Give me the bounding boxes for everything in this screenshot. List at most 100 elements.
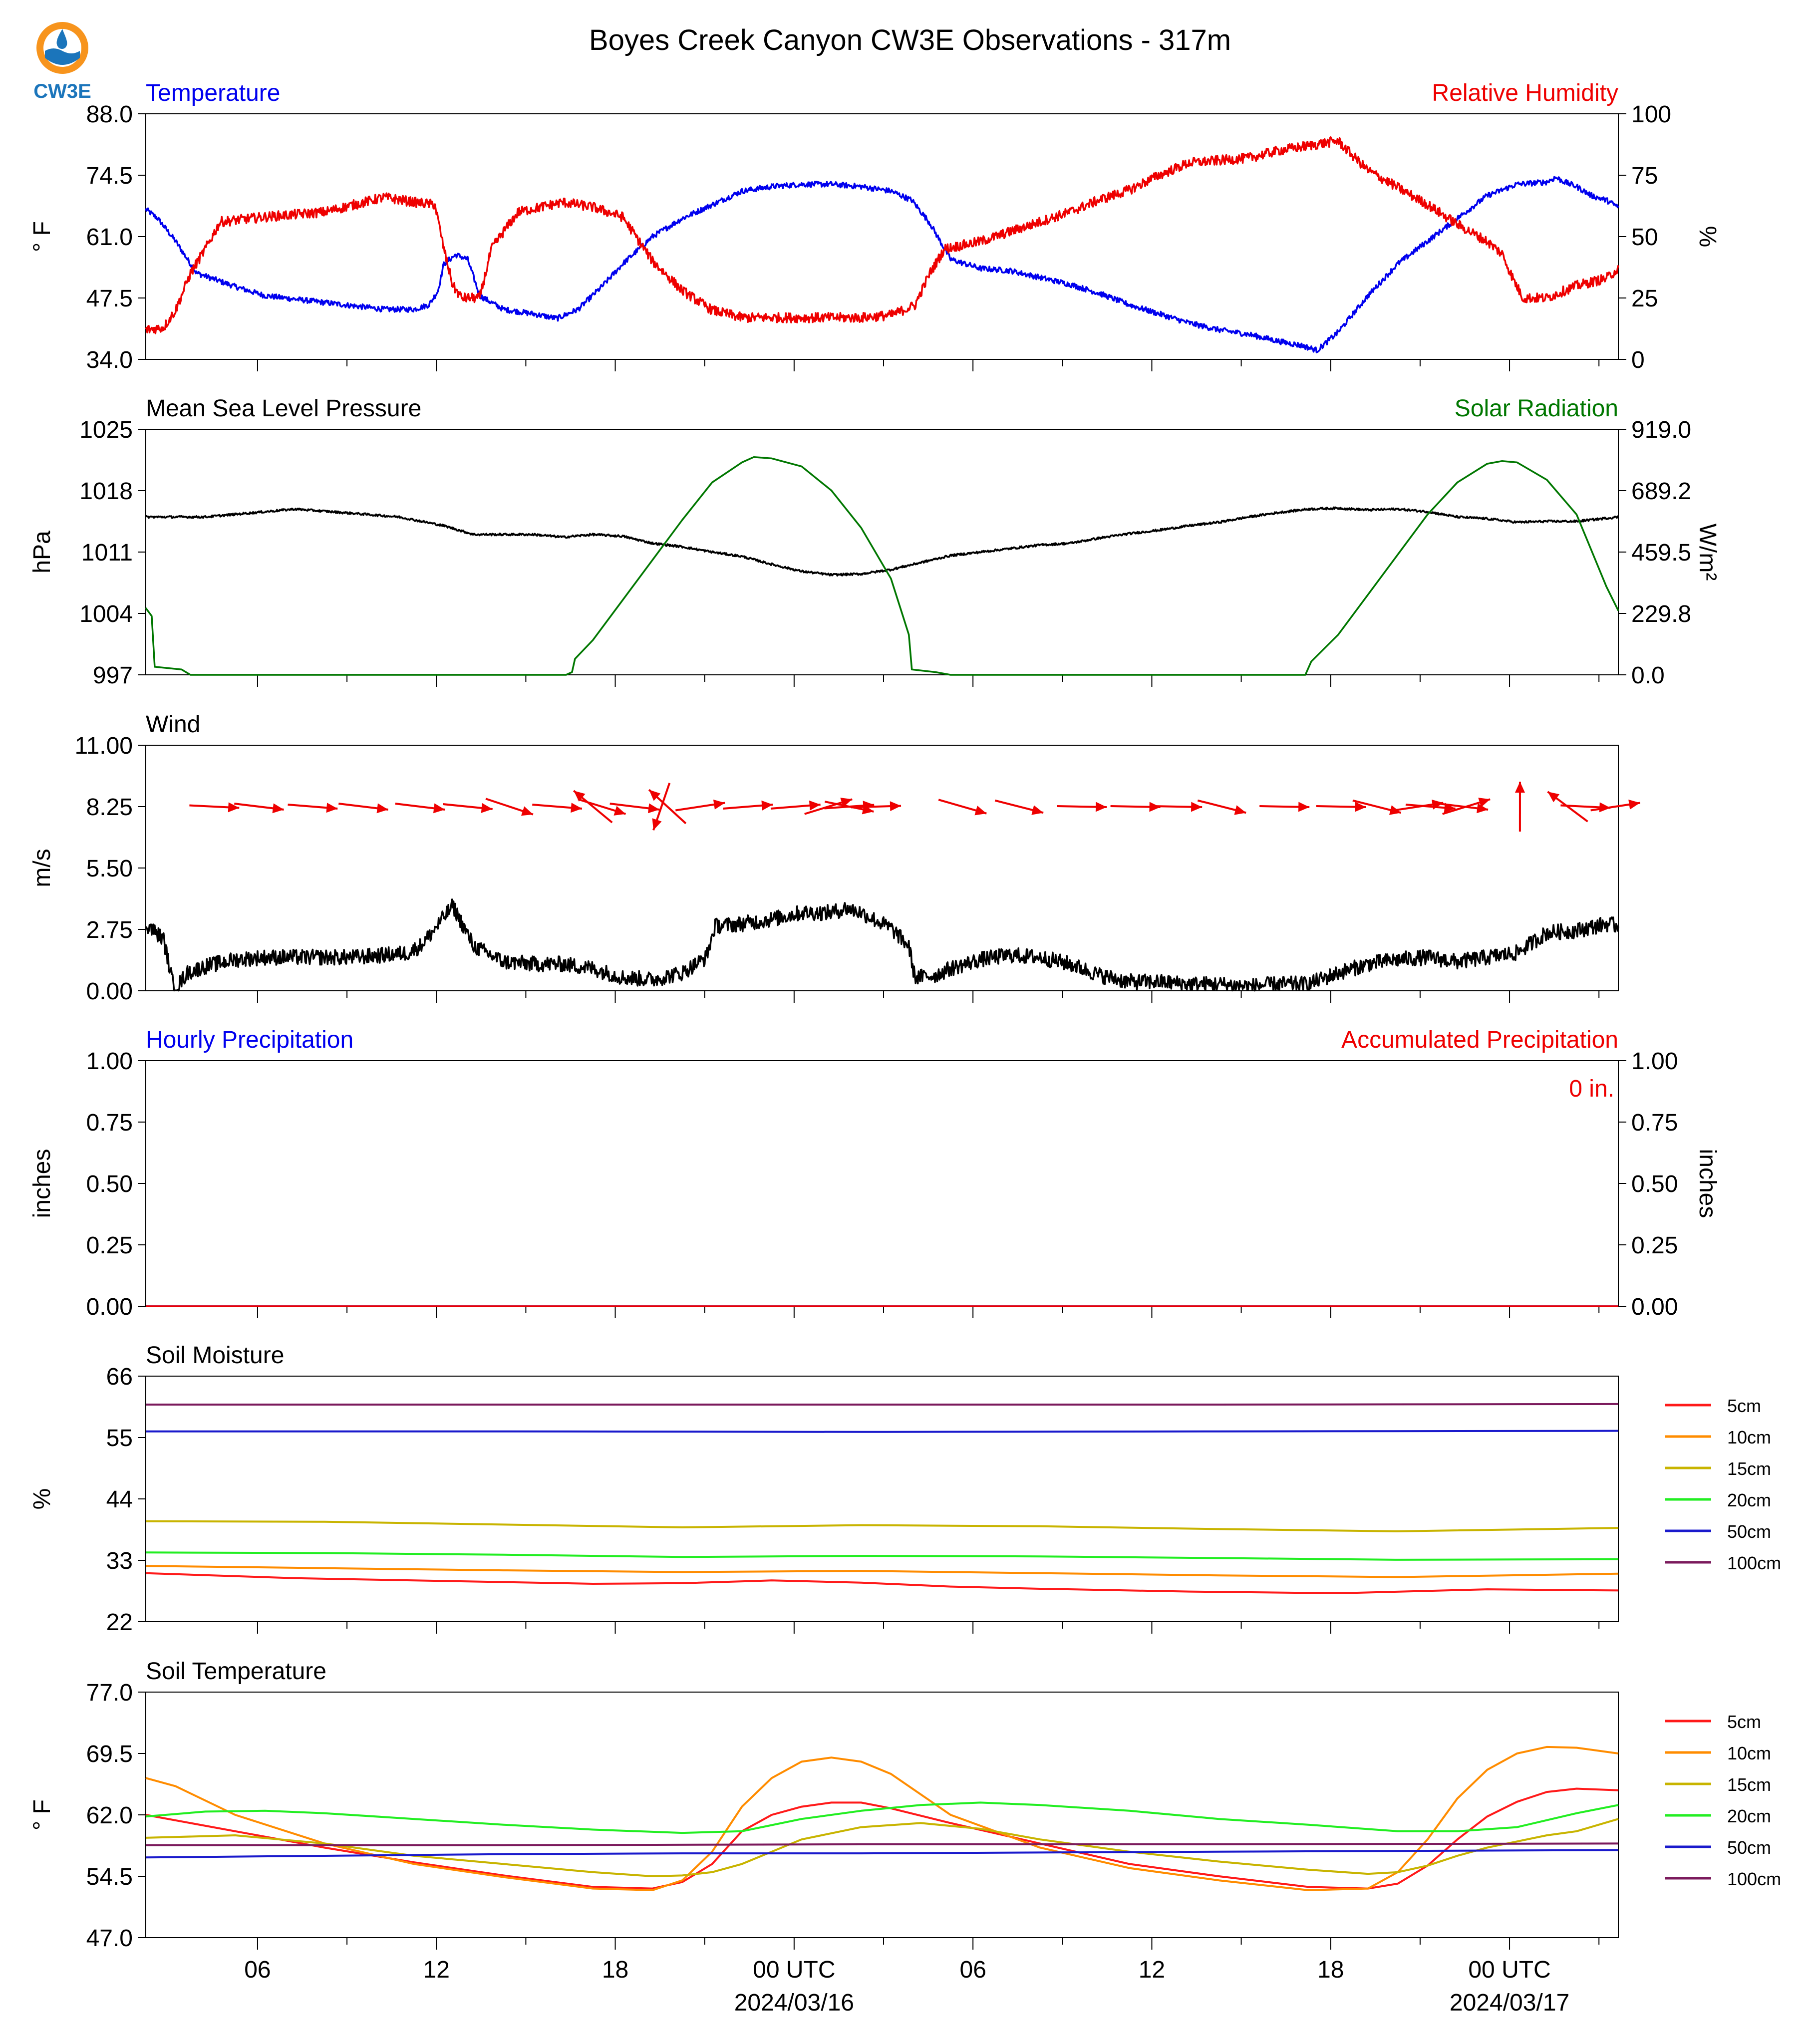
series-line-temp_rh-1 — [145, 136, 1619, 334]
x-tick-label: 18 — [602, 1957, 628, 1983]
series-line-50cm — [145, 1849, 1619, 1859]
series-line-5cm — [145, 1572, 1619, 1594]
series-line-10cm — [145, 1565, 1619, 1578]
legend-label: 5cm — [1727, 1396, 1761, 1416]
panel-title-right: Relative Humidity — [1432, 80, 1618, 106]
y-tick-label-right: 0.50 — [1631, 1171, 1678, 1197]
series-line-15cm — [145, 1520, 1619, 1532]
y-tick-label-right: 919.0 — [1631, 417, 1691, 443]
x-tick-label: 12 — [1139, 1957, 1165, 1983]
series-line-20cm — [145, 1551, 1619, 1561]
y-tick-label-right: 689.2 — [1631, 478, 1691, 505]
series-line-10cm — [145, 1745, 1619, 1891]
wind-arrow — [234, 803, 284, 814]
legend-label: 100cm — [1727, 1553, 1781, 1573]
wind-arrow — [1590, 799, 1640, 812]
series-line-press_solar-0 — [145, 506, 1619, 577]
y-tick-label-right: 100 — [1631, 101, 1671, 128]
series-line-wind-0 — [145, 898, 1619, 992]
y-axis-label-left: hPa — [29, 531, 55, 574]
legend-item-20cm: 20cm — [1665, 1490, 1771, 1510]
legend-label: 10cm — [1727, 1743, 1771, 1763]
y-tick-label-left: 77.0 — [86, 1680, 133, 1706]
logo-text: CW3E — [33, 80, 91, 102]
y-tick-label-left: 55 — [106, 1425, 133, 1451]
y-tick-label-right: 229.8 — [1631, 601, 1691, 627]
series-line-15cm — [145, 1818, 1619, 1877]
x-tick-label: 06 — [959, 1957, 986, 1983]
y-tick-label-left: 88.0 — [86, 101, 133, 128]
x-tick-label: 06 — [244, 1957, 271, 1983]
wind-arrow — [395, 803, 445, 814]
wind-arrow — [485, 798, 534, 816]
wind-arrow — [338, 803, 388, 814]
panel-soil_temp: Soil Temperature 47.0 54.5 62.0 69.5 77.0 ° F 5… — [29, 1658, 1781, 2016]
y-tick-label-left: 2.75 — [86, 917, 133, 943]
legend-label: 20cm — [1727, 1490, 1771, 1510]
y-tick-label-left: 0.50 — [86, 1171, 133, 1197]
y-tick-label-left: 62.0 — [86, 1802, 133, 1829]
x-date-label: 2024/03/17 — [1450, 1990, 1569, 2016]
wind-arrow — [648, 789, 687, 825]
legend-label: 50cm — [1727, 1521, 1771, 1542]
figure-title: Boyes Creek Canyon CW3E Observations - 3… — [589, 24, 1231, 56]
y-tick-label-right: 459.5 — [1631, 540, 1691, 566]
y-tick-label-left: 33 — [106, 1548, 133, 1574]
legend-item-100cm: 100cm — [1665, 1553, 1781, 1573]
series-line-100cm — [146, 1842, 1619, 1846]
wind-arrow — [770, 800, 821, 811]
y-tick-label-left: 0.75 — [86, 1110, 133, 1136]
wind-arrow — [1515, 781, 1525, 832]
y-axis-label-left: ° F — [29, 1799, 55, 1830]
legend-item-50cm: 50cm — [1665, 1837, 1771, 1858]
legend-label: 10cm — [1727, 1427, 1771, 1448]
series-line-20cm — [145, 1801, 1619, 1834]
y-tick-label-left: 1.00 — [86, 1048, 133, 1075]
y-tick-label-left: 1004 — [79, 601, 133, 627]
y-tick-label-right: 25 — [1631, 286, 1658, 312]
panel-precip: Hourly Precipitation Accumulated Precipit… — [29, 1027, 1721, 1320]
wind-arrow — [938, 799, 987, 816]
wind-arrow — [824, 801, 875, 811]
legend-item-5cm: 5cm — [1665, 1396, 1761, 1416]
x-tick-label: 00 UTC — [1468, 1957, 1550, 1983]
panel-wind: Wind 0.00 2.75 5.50 8.25 11.00 m/s — [29, 711, 1640, 1005]
y-tick-label-left: 1011 — [81, 540, 133, 566]
y-tick-label-left: 47.0 — [86, 1925, 133, 1952]
y-tick-label-right: 0.0 — [1631, 662, 1665, 689]
y-axis-label-left: inches — [29, 1149, 55, 1218]
y-tick-label-right: 0 — [1631, 347, 1645, 373]
legend-label: 100cm — [1727, 1869, 1781, 1889]
legend-label: 20cm — [1727, 1806, 1771, 1826]
wind-arrow — [1057, 802, 1107, 812]
legend-item-50cm: 50cm — [1665, 1521, 1771, 1542]
y-tick-label-left: 66 — [106, 1364, 133, 1390]
wind-arrow — [189, 802, 240, 813]
x-tick-label: 00 UTC — [753, 1957, 835, 1983]
y-tick-label-left: 8.25 — [86, 794, 133, 821]
cw3e-logo: CW3E — [30, 18, 95, 103]
series-line-press_solar-1 — [145, 456, 1619, 676]
wind-arrow — [723, 800, 773, 811]
legend-label: 5cm — [1727, 1712, 1761, 1732]
panel-title-left: Mean Sea Level Pressure — [146, 395, 421, 422]
y-tick-label-right: 1.00 — [1631, 1048, 1678, 1075]
y-tick-label-left: 0.00 — [86, 978, 133, 1005]
y-axis-label-right: W/m² — [1694, 524, 1721, 581]
panel-title-left: Temperature — [146, 80, 280, 106]
y-tick-label-left: 47.5 — [86, 286, 133, 312]
accumulated-precip-value: 0 in. — [1569, 1076, 1614, 1102]
y-tick-label-left: 11.00 — [74, 733, 133, 759]
y-tick-label-right: 75 — [1631, 163, 1658, 189]
panel-title-left: Soil Temperature — [146, 1658, 326, 1685]
legend-item-15cm: 15cm — [1665, 1458, 1771, 1479]
y-tick-label-left: 54.5 — [86, 1864, 133, 1890]
panel-title-left: Hourly Precipitation — [146, 1027, 353, 1053]
wind-arrow — [652, 783, 671, 831]
x-tick-label: 12 — [423, 1957, 450, 1983]
x-tick-label: 18 — [1317, 1957, 1344, 1983]
wind-arrow — [1316, 802, 1366, 812]
legend-item-15cm: 15cm — [1665, 1774, 1771, 1795]
y-tick-label-left: 997 — [93, 662, 133, 689]
